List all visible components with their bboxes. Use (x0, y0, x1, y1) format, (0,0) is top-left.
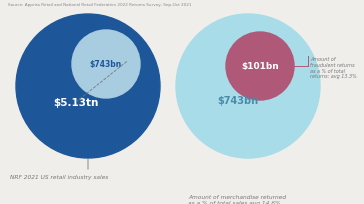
Circle shape (16, 15, 160, 158)
Circle shape (72, 31, 140, 99)
Text: $101bn: $101bn (241, 62, 279, 71)
Circle shape (226, 33, 294, 101)
Text: $5.13tn: $5.13tn (53, 98, 99, 108)
Circle shape (176, 15, 320, 158)
Text: Source: Appriss Retail and National Retail Federation 2022 Returns Survey, Sep-O: Source: Appriss Retail and National Reta… (8, 3, 191, 7)
Text: $743bn: $743bn (217, 95, 258, 105)
Text: NRF 2021 US retail industry sales: NRF 2021 US retail industry sales (10, 174, 108, 179)
Text: Amount of merchandise returned
as a % of total sales avg 14.6%: Amount of merchandise returned as a % of… (188, 194, 286, 204)
Text: $743bn: $743bn (90, 60, 122, 69)
Text: Amount of
fraudulent returns
as a % of total
returns: avg 13.3%: Amount of fraudulent returns as a % of t… (310, 57, 357, 79)
